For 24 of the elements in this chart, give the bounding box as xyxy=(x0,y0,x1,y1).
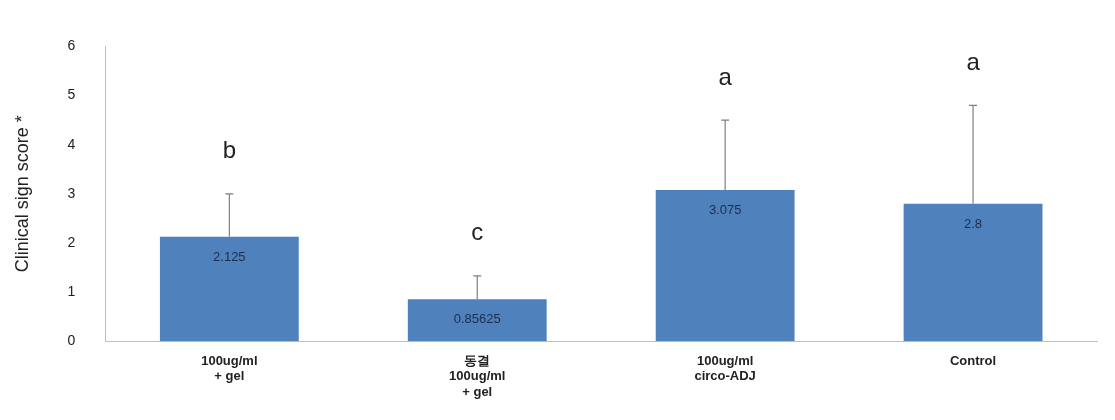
y-tick-label: 6 xyxy=(67,37,76,54)
y-tick-label: 2 xyxy=(67,233,76,250)
data-label: 3.075 xyxy=(708,202,742,218)
y-tick-label: 5 xyxy=(67,86,76,103)
x-tick-label: Control xyxy=(949,352,997,368)
data-label: 2.125 xyxy=(213,248,246,264)
bar xyxy=(655,190,795,342)
y-tick-label: 3 xyxy=(67,184,76,201)
y-tick-label: 0 xyxy=(67,332,76,349)
y-tick-label: 4 xyxy=(67,135,76,152)
bar xyxy=(407,299,547,342)
annotation: a xyxy=(966,47,981,75)
annotation: b xyxy=(222,136,237,164)
y-axis-title: Clinical sign score * xyxy=(11,115,32,273)
x-tick-label: 동결 100ug/ml + gel xyxy=(449,352,506,399)
bar xyxy=(903,203,1043,342)
annotation: c xyxy=(471,218,484,246)
y-tick-label: 1 xyxy=(67,282,76,299)
data-label: 2.8 xyxy=(964,215,983,231)
bar xyxy=(159,236,299,342)
x-tick-label: 100ug/ml circo-ADJ xyxy=(694,352,756,384)
data-label: 0.85625 xyxy=(453,311,501,327)
annotation: a xyxy=(718,62,733,90)
x-tick-label: 100ug/ml + gel xyxy=(201,352,258,384)
